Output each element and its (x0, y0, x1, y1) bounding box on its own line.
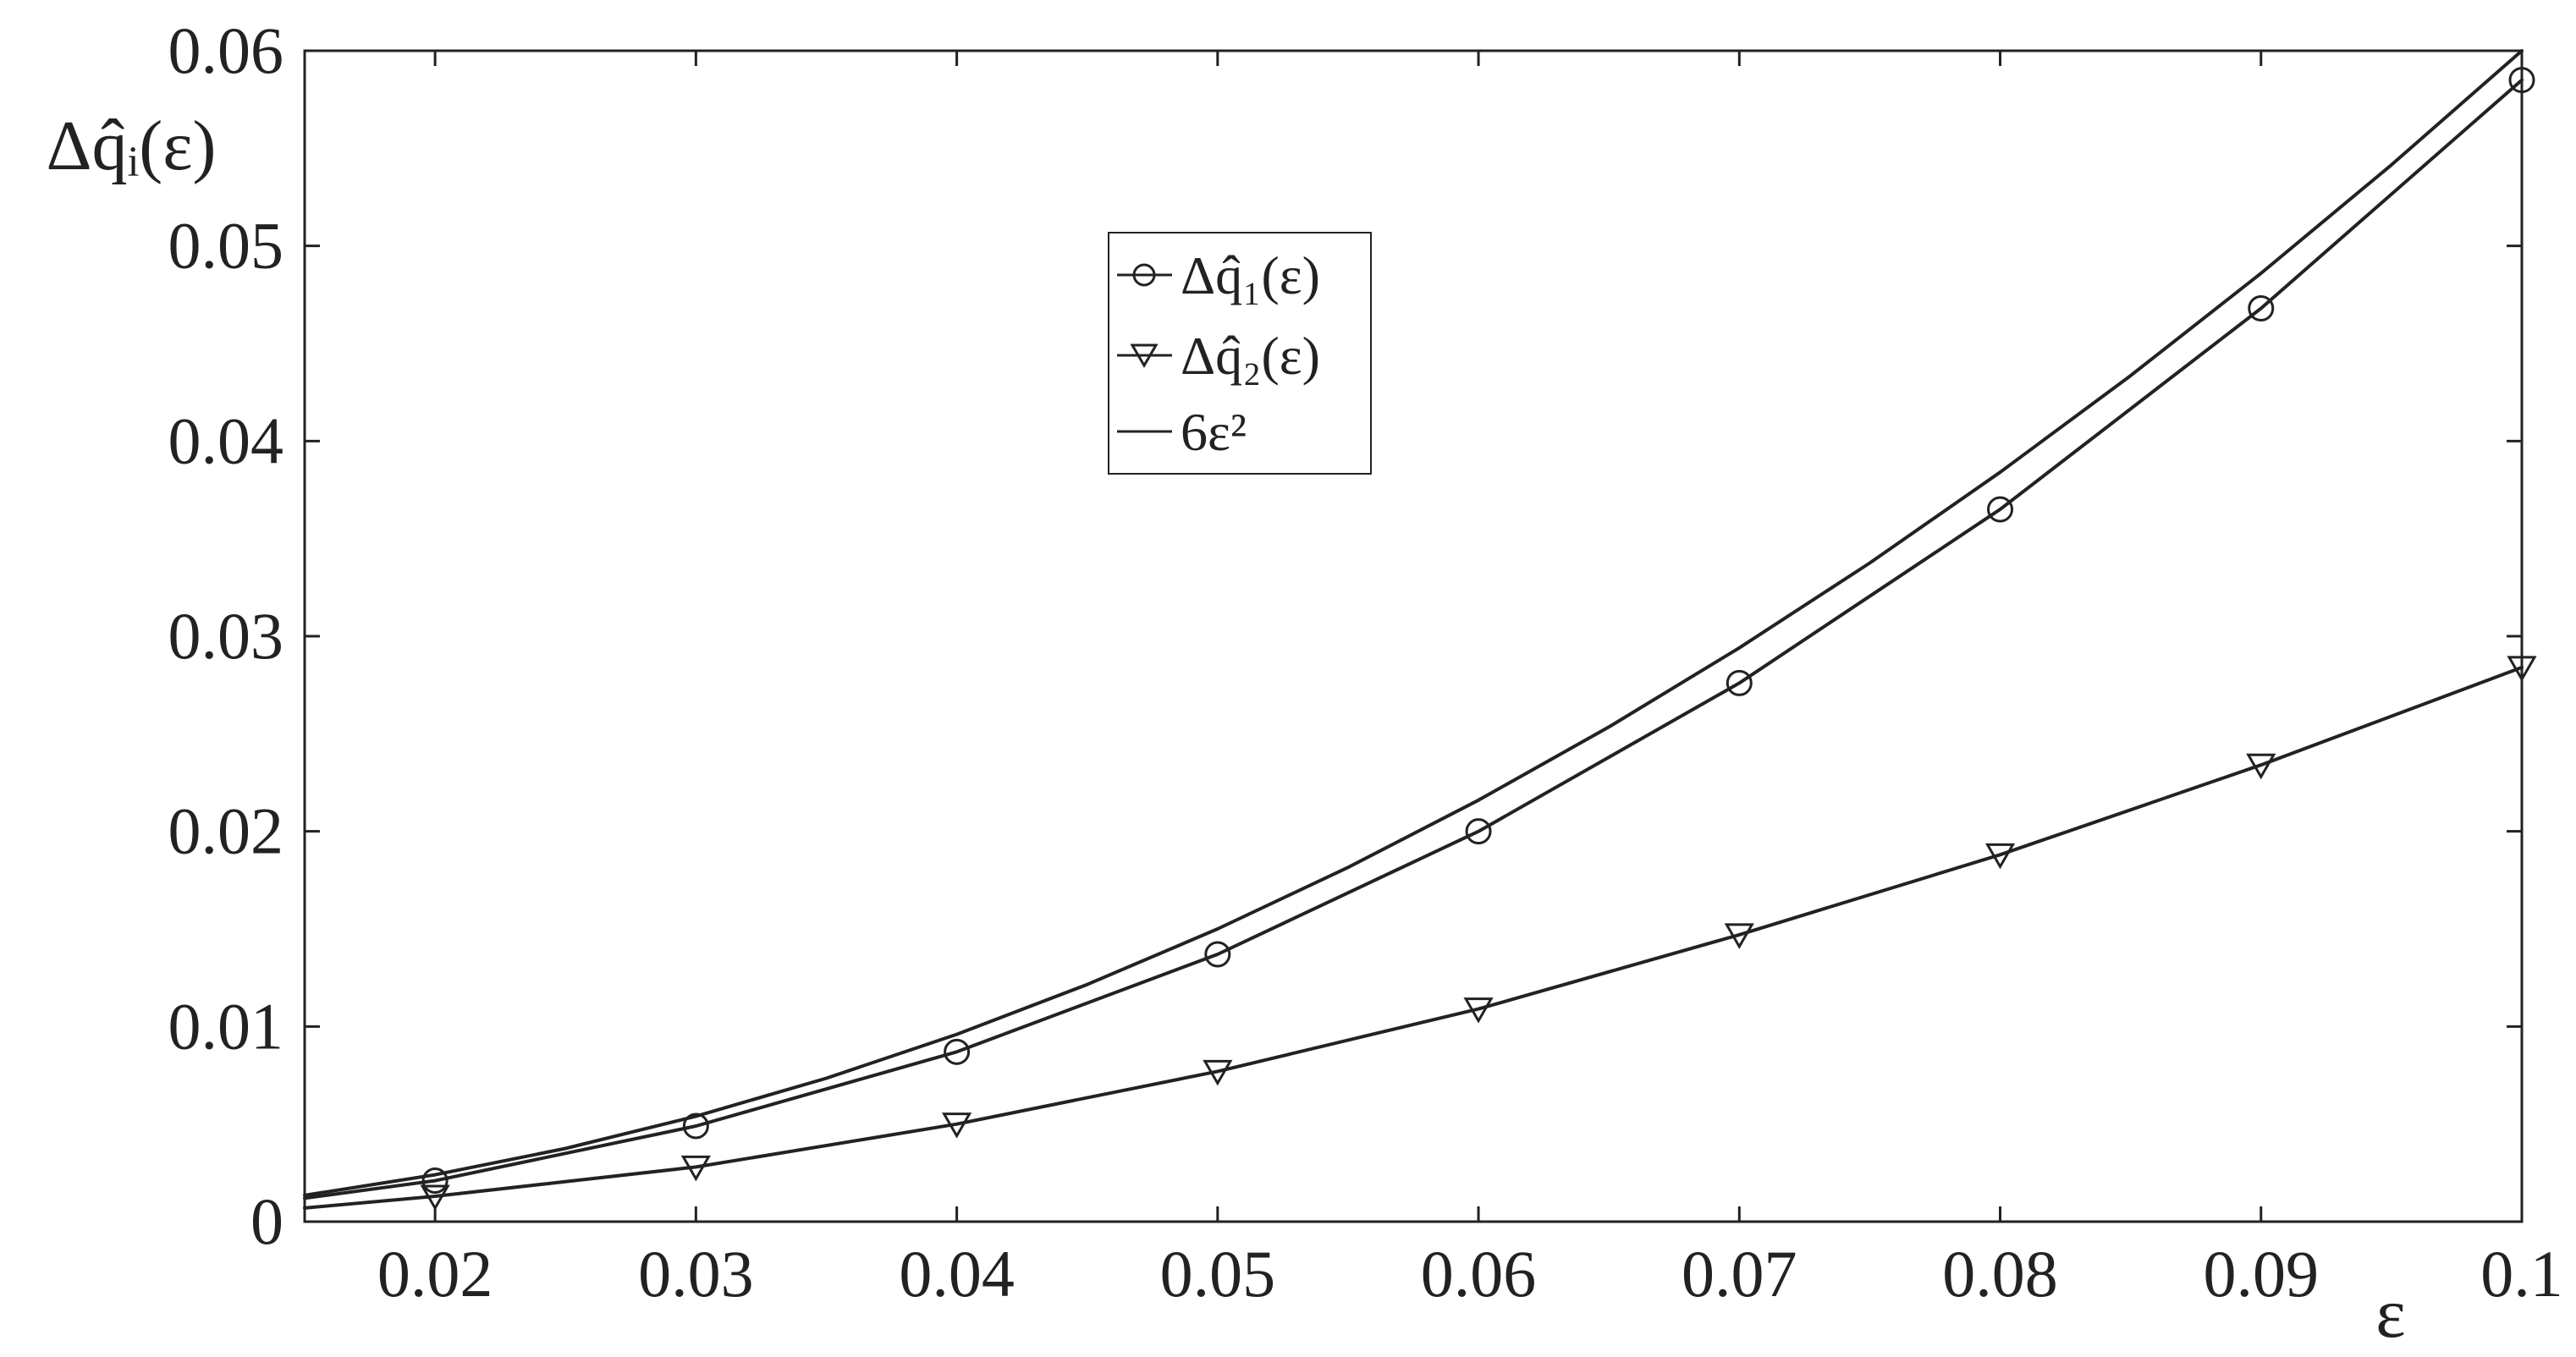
series-1-marker-circle (682, 1113, 709, 1140)
legend-marker-2 (1130, 343, 1159, 368)
series-2-marker-triangle (680, 1155, 711, 1182)
series-2-marker-triangle (941, 1113, 972, 1139)
x-tick-label: 0.06 (1421, 1237, 1537, 1310)
series-1-marker-circle (2248, 294, 2275, 321)
legend-label-3: 6ε² (1181, 402, 1247, 462)
x-tick-label: 0.1 (2480, 1237, 2563, 1310)
x-tick-label: 0.08 (1942, 1237, 2058, 1310)
series-2-marker-triangle (2246, 753, 2276, 780)
x-tick-label: 0.07 (1682, 1237, 1797, 1310)
series-1-marker-circle (1987, 496, 2014, 523)
series-1-marker-circle (944, 1038, 971, 1065)
series-line-2 (303, 665, 2524, 1210)
legend-label-2: Δq̂₂(ε) (1181, 326, 1320, 386)
y-axis-ticks: 0 0.01 0.02 0.03 0.04 0.05 0.06 (168, 14, 2522, 1258)
series-2-marker-triangle (1203, 1059, 1233, 1086)
series-1-marker-circle (1726, 669, 1753, 696)
series-2-marker-triangle (420, 1184, 450, 1211)
y-tick-label: 0.06 (168, 14, 284, 87)
y-tick-label: 0.03 (168, 599, 284, 673)
x-axis-ticks: 0.02 0.03 0.04 0.05 0.06 0.07 0.08 0.09 0.1 (377, 51, 2563, 1310)
y-tick-label: 0.02 (168, 794, 284, 868)
legend-marker-1 (1132, 263, 1156, 287)
legend-label-1: Δq̂₁(ε) (1181, 245, 1320, 305)
x-tick-label: 0.02 (377, 1237, 493, 1310)
y-axis-label: Δq̂ᵢ(ε) (47, 107, 217, 185)
x-axis-label: ε (2375, 1274, 2405, 1353)
series-1-marker-circle (1204, 941, 1231, 968)
series-line-3 (303, 49, 2524, 1197)
x-tick-label: 0.05 (1160, 1237, 1276, 1310)
series-1-marker-circle (1465, 818, 1492, 845)
y-tick-label: 0.01 (168, 989, 284, 1063)
y-tick-label: 0.05 (168, 209, 284, 283)
series-line-1 (303, 78, 2524, 1200)
x-tick-label: 0.09 (2204, 1237, 2320, 1310)
series-2-marker-triangle (2507, 656, 2537, 682)
legend: Δq̂₁(ε) Δq̂₂(ε) 6ε² (1108, 232, 1372, 475)
y-tick-label: 0 (250, 1184, 283, 1258)
series-1-marker-circle (2508, 67, 2535, 94)
plot-area-frame (303, 49, 2524, 1223)
series-markers (420, 67, 2537, 1211)
x-tick-label: 0.04 (899, 1237, 1015, 1310)
series-lines (303, 49, 2524, 1210)
series-2-marker-triangle (1984, 843, 2016, 870)
series-2-marker-triangle (1463, 997, 1494, 1024)
series-2-marker-triangle (1724, 923, 1754, 949)
series-1-marker-circle (421, 1167, 449, 1195)
x-tick-label: 0.03 (638, 1237, 754, 1310)
y-tick-label: 0.04 (168, 404, 284, 477)
